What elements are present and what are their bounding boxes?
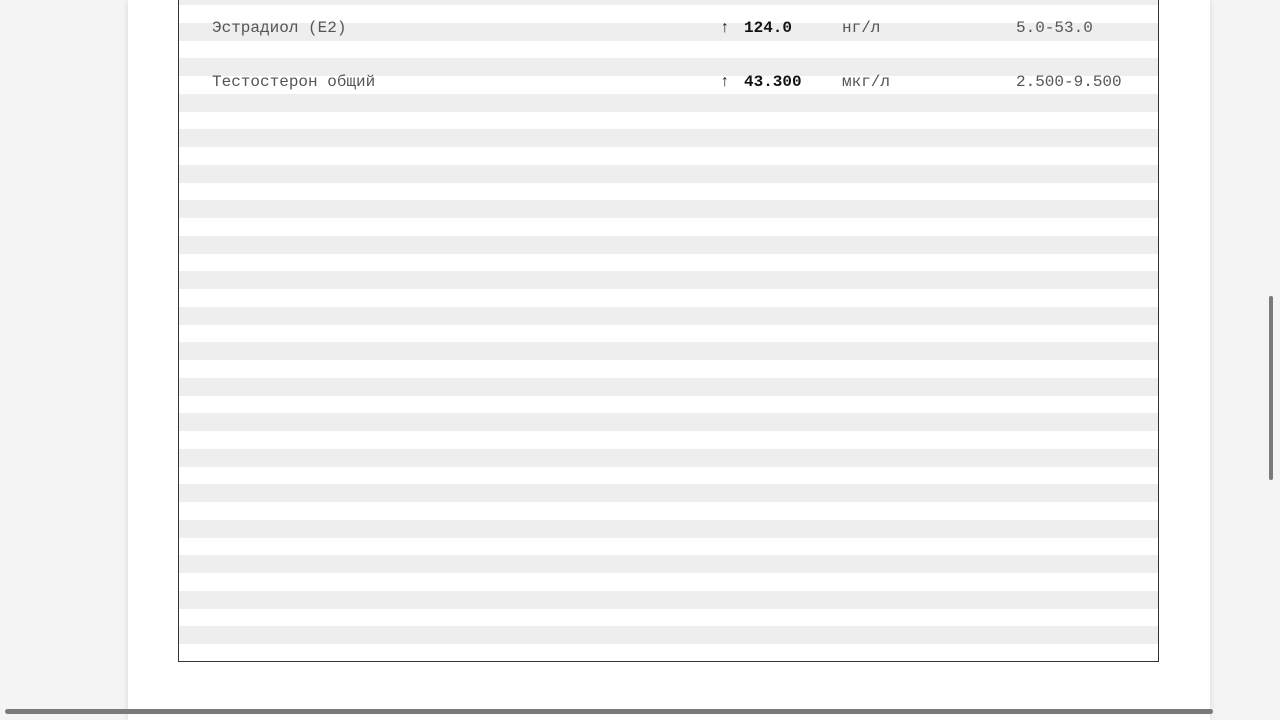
- row-stripe: [179, 22, 1158, 41]
- horizontal-scrollbar[interactable]: [5, 709, 1213, 714]
- test-name: Тестостерон общий: [212, 73, 376, 91]
- table-row: Эстрадиол (E2) ↑ 124.0 нг/л 5.0-53.0: [179, 19, 1158, 39]
- test-value: 124.0: [744, 19, 793, 37]
- row-stripe: [179, 235, 1158, 254]
- test-unit: нг/л: [842, 19, 881, 37]
- test-unit: мкг/л: [842, 73, 891, 91]
- row-stripe: [179, 377, 1158, 396]
- document-page: Эстрадиол (E2) ↑ 124.0 нг/л 5.0-53.0 Тес…: [128, 0, 1210, 720]
- arrow-up-icon: ↑: [720, 73, 730, 91]
- vertical-scrollbar[interactable]: [1269, 296, 1273, 480]
- reference-range: 5.0-53.0: [1016, 19, 1093, 37]
- row-stripe: [179, 306, 1158, 325]
- row-stripe: [179, 448, 1158, 467]
- test-value: 43.300: [744, 73, 802, 91]
- row-stripe: [179, 58, 1158, 76]
- test-name: Эстрадиол (E2): [212, 19, 347, 37]
- row-stripe: [179, 519, 1158, 538]
- row-stripe: [179, 0, 1158, 5]
- row-stripe: [179, 342, 1158, 360]
- row-stripe: [179, 590, 1158, 609]
- row-stripe: [179, 271, 1158, 289]
- row-stripe: [179, 200, 1158, 218]
- results-table: Эстрадиол (E2) ↑ 124.0 нг/л 5.0-53.0 Тес…: [178, 0, 1159, 662]
- row-stripe: [179, 413, 1158, 431]
- row-stripe: [179, 129, 1158, 147]
- row-stripe: [179, 93, 1158, 112]
- row-stripe: [179, 555, 1158, 573]
- reference-range: 2.500-9.500: [1016, 73, 1122, 91]
- row-stripe: [179, 626, 1158, 644]
- row-stripe: [179, 164, 1158, 183]
- table-row: Тестостерон общий ↑ 43.300 мкг/л 2.500-9…: [179, 73, 1158, 93]
- arrow-up-icon: ↑: [720, 19, 730, 37]
- row-stripe: [179, 484, 1158, 502]
- row-stripes: [179, 0, 1158, 661]
